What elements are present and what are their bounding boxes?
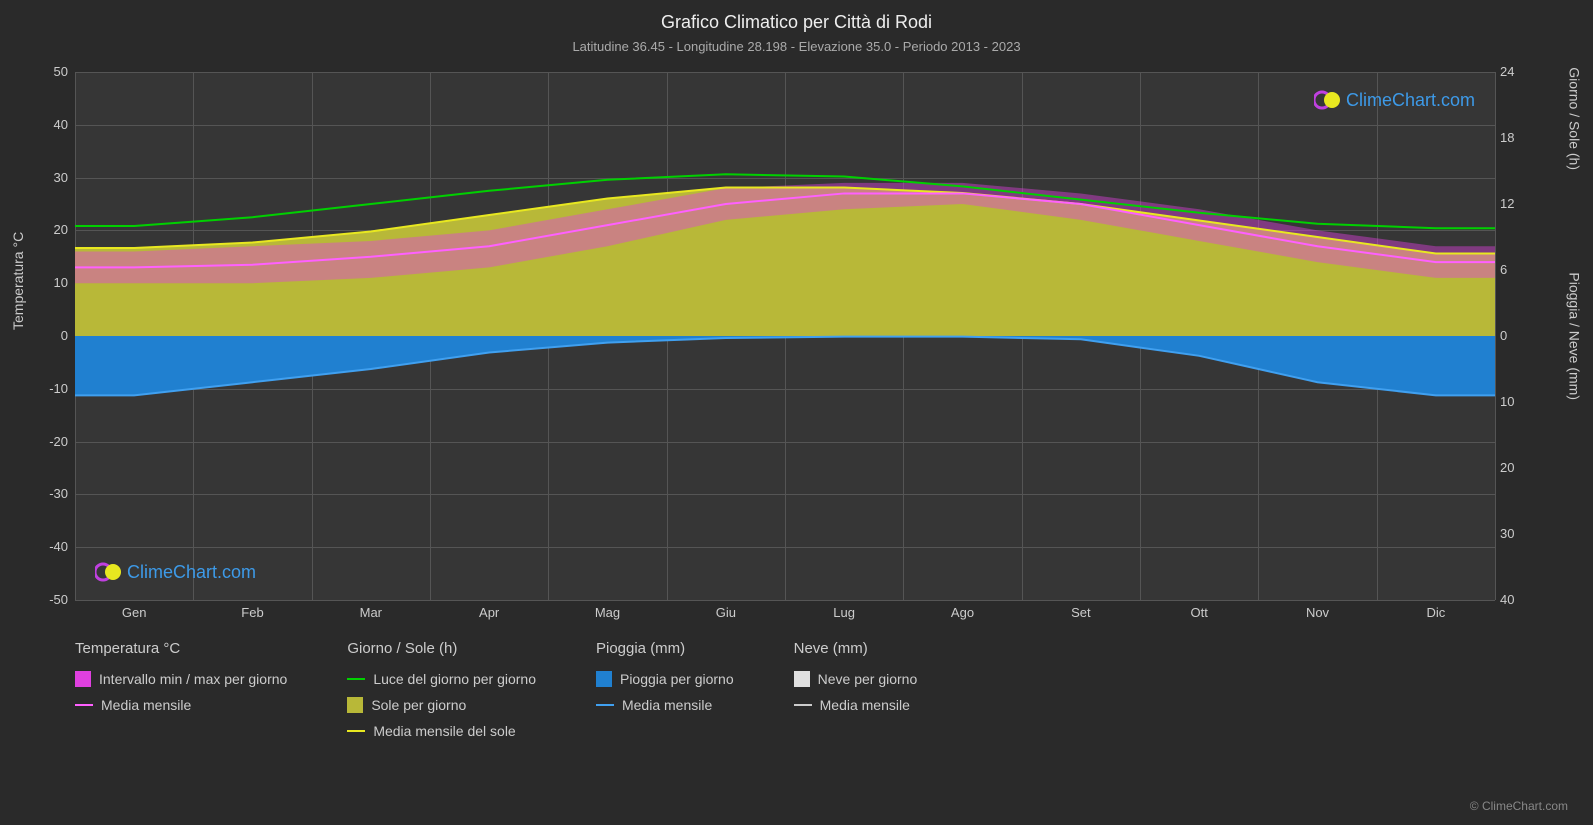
legend-swatch (596, 704, 614, 706)
chart-title: Grafico Climatico per Città di Rodi (0, 0, 1593, 33)
legend-label: Media mensile (101, 697, 191, 713)
legend-swatch (794, 671, 810, 687)
legend-swatch (347, 697, 363, 713)
y-tick-left: 30 (28, 170, 68, 185)
x-tick-month: Lug (824, 605, 864, 620)
y-tick-right-hours: 12 (1500, 196, 1540, 211)
legend-swatch (794, 704, 812, 706)
chart-lines (75, 72, 1495, 600)
y-tick-right-rain: 20 (1500, 460, 1540, 475)
y-tick-left: 40 (28, 117, 68, 132)
legend-item: Media mensile del sole (347, 723, 536, 739)
legend-swatch (75, 671, 91, 687)
y-tick-left: 0 (28, 328, 68, 343)
y-tick-left: -30 (28, 486, 68, 501)
y-axis-left-label: Temperatura °C (10, 232, 26, 330)
legend-item: Sole per giorno (347, 697, 536, 713)
legend-item: Intervallo min / max per giorno (75, 671, 287, 687)
legend-item: Pioggia per giorno (596, 671, 734, 687)
y-tick-left: 20 (28, 222, 68, 237)
grid-line-h (75, 600, 1495, 601)
grid-line-v (1495, 72, 1496, 600)
watermark-text: ClimeChart.com (127, 562, 256, 583)
legend-group: Pioggia (mm) Pioggia per giorno Media mens… (596, 640, 734, 739)
y-tick-right-hours: 6 (1500, 262, 1540, 277)
y-tick-right-hours: 18 (1500, 130, 1540, 145)
legend-label: Sole per giorno (371, 697, 466, 713)
y-tick-right-hours: 0 (1500, 328, 1540, 343)
legend-label: Luce del giorno per giorno (373, 671, 536, 687)
y-axis-right-top-label: Giorno / Sole (h) (1567, 67, 1583, 170)
plot-area: ClimeChart.com ClimeChart.com (75, 72, 1495, 600)
legend-header: Pioggia (mm) (596, 640, 734, 657)
x-tick-month: Nov (1298, 605, 1338, 620)
legend-header: Neve (mm) (794, 640, 918, 657)
y-tick-left: 10 (28, 275, 68, 290)
y-axis-right-bottom-label: Pioggia / Neve (mm) (1567, 272, 1583, 400)
watermark-text: ClimeChart.com (1346, 90, 1475, 111)
legend-label: Neve per giorno (818, 671, 918, 687)
y-tick-right-hours: 24 (1500, 64, 1540, 79)
x-tick-month: Set (1061, 605, 1101, 620)
legend-swatch (347, 678, 365, 680)
y-tick-right-rain: 10 (1500, 394, 1540, 409)
legend-header: Giorno / Sole (h) (347, 640, 536, 657)
legend-header: Temperatura °C (75, 640, 287, 657)
legend-swatch (347, 730, 365, 732)
x-tick-month: Giu (706, 605, 746, 620)
legend-label: Intervallo min / max per giorno (99, 671, 287, 687)
legend-item: Media mensile (75, 697, 287, 713)
x-tick-month: Gen (114, 605, 154, 620)
legend-item: Luce del giorno per giorno (347, 671, 536, 687)
climechart-logo-icon (95, 559, 121, 585)
y-tick-left: -20 (28, 434, 68, 449)
legend-label: Media mensile del sole (373, 723, 515, 739)
legend-item: Media mensile (794, 697, 918, 713)
rain-area (75, 336, 1495, 395)
y-tick-left: -50 (28, 592, 68, 607)
legend: Temperatura °C Intervallo min / max per g… (75, 640, 1495, 739)
y-tick-left: 50 (28, 64, 68, 79)
watermark-bottom: ClimeChart.com (95, 559, 256, 585)
x-tick-month: Feb (233, 605, 273, 620)
y-tick-left: -40 (28, 539, 68, 554)
legend-swatch (596, 671, 612, 687)
y-tick-right-rain: 40 (1500, 592, 1540, 607)
legend-group: Giorno / Sole (h) Luce del giorno per gio… (347, 640, 536, 739)
x-tick-month: Dic (1416, 605, 1456, 620)
x-tick-month: Ago (943, 605, 983, 620)
legend-swatch (75, 704, 93, 706)
x-tick-month: Mag (588, 605, 628, 620)
legend-label: Media mensile (622, 697, 712, 713)
climate-chart: Grafico Climatico per Città di Rodi Lati… (0, 0, 1593, 825)
legend-group: Neve (mm) Neve per giorno Media mensile (794, 640, 918, 739)
watermark-top: ClimeChart.com (1314, 87, 1475, 113)
climechart-logo-icon (1314, 87, 1340, 113)
y-tick-left: -10 (28, 381, 68, 396)
legend-label: Pioggia per giorno (620, 671, 734, 687)
legend-label: Media mensile (820, 697, 910, 713)
y-tick-right-rain: 30 (1500, 526, 1540, 541)
copyright: © ClimeChart.com (1470, 799, 1568, 813)
x-tick-month: Mar (351, 605, 391, 620)
legend-group: Temperatura °C Intervallo min / max per g… (75, 640, 287, 739)
legend-item: Media mensile (596, 697, 734, 713)
x-tick-month: Apr (469, 605, 509, 620)
chart-subtitle: Latitudine 36.45 - Longitudine 28.198 - … (0, 33, 1593, 54)
x-tick-month: Ott (1179, 605, 1219, 620)
legend-item: Neve per giorno (794, 671, 918, 687)
